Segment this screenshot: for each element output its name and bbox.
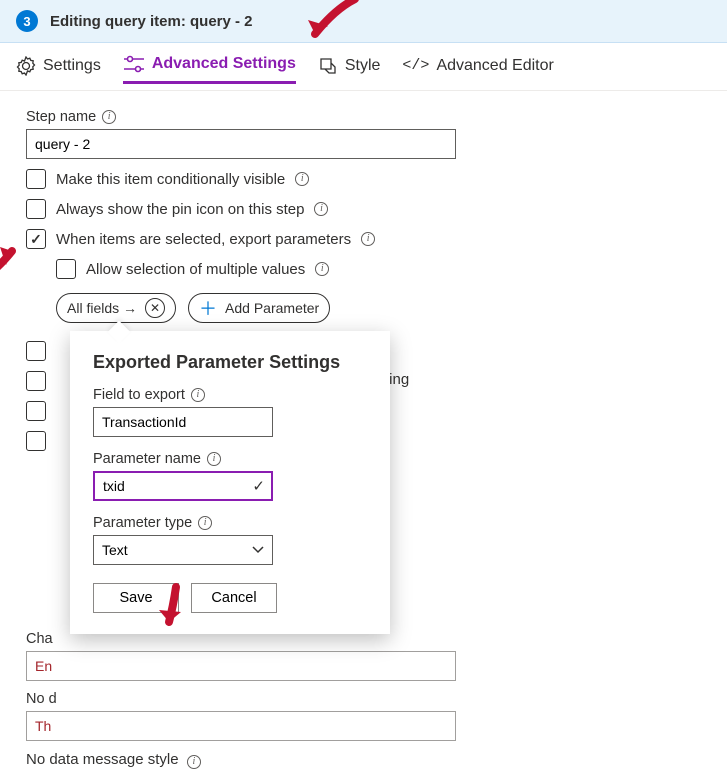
parameter-type-select[interactable] bbox=[93, 535, 273, 565]
info-icon[interactable]: i bbox=[198, 516, 212, 530]
info-icon[interactable]: i bbox=[102, 110, 116, 124]
checkbox-icon[interactable] bbox=[26, 229, 46, 249]
nodata-label-partial: No d bbox=[26, 691, 701, 707]
chip-label: Add Parameter bbox=[225, 300, 319, 316]
gear-icon bbox=[16, 56, 36, 76]
checkbox-pin-icon[interactable]: Always show the pin icon on this step i bbox=[26, 199, 701, 219]
chevron-down-icon[interactable] bbox=[251, 543, 265, 560]
save-button[interactable]: Save bbox=[93, 583, 179, 613]
step-name-label: Step name i bbox=[26, 109, 701, 125]
popup-title: Exported Parameter Settings bbox=[93, 352, 367, 373]
tab-label: Advanced Editor bbox=[436, 57, 553, 75]
chip-label: All fields → bbox=[67, 300, 137, 316]
info-icon[interactable]: i bbox=[191, 388, 205, 402]
info-icon[interactable]: i bbox=[361, 232, 375, 246]
chip-all-fields[interactable]: All fields → ✕ bbox=[56, 293, 176, 323]
annotation-arrow-checkbox bbox=[0, 241, 26, 285]
checkbox-icon[interactable] bbox=[26, 431, 46, 451]
checkbox-label: When items are selected, export paramete… bbox=[56, 231, 351, 248]
info-icon[interactable]: i bbox=[187, 755, 201, 769]
checkbox-multi-values[interactable]: Allow selection of multiple values i bbox=[56, 259, 701, 279]
checkbox-label: Allow selection of multiple values bbox=[86, 261, 305, 278]
chips-row: All fields → ✕ ＋ Add Parameter bbox=[56, 293, 701, 323]
info-icon[interactable]: i bbox=[207, 452, 221, 466]
tab-advanced-editor[interactable]: </> Advanced Editor bbox=[402, 55, 553, 84]
tab-label: Style bbox=[345, 57, 381, 75]
info-icon[interactable]: i bbox=[315, 262, 329, 276]
checkbox-icon[interactable] bbox=[26, 199, 46, 219]
info-icon[interactable]: i bbox=[314, 202, 328, 216]
step-name-input[interactable] bbox=[26, 129, 456, 159]
tabs-bar: Settings Advanced Settings Style </> Adv… bbox=[0, 43, 727, 91]
plus-icon: ＋ bbox=[199, 295, 217, 321]
checkbox-icon[interactable] bbox=[56, 259, 76, 279]
checkbox-icon[interactable] bbox=[26, 169, 46, 189]
header-bar: 3 Editing query item: query - 2 bbox=[0, 0, 727, 43]
chip-add-parameter[interactable]: ＋ Add Parameter bbox=[188, 293, 330, 323]
tab-style[interactable]: Style bbox=[318, 55, 381, 84]
tab-label: Settings bbox=[43, 57, 101, 75]
check-icon: ✓ bbox=[252, 477, 265, 495]
checkbox-icon[interactable] bbox=[26, 341, 46, 361]
annotation-arrow-tabs bbox=[300, 0, 360, 44]
parameter-name-input[interactable] bbox=[93, 471, 273, 501]
tab-label: Advanced Settings bbox=[152, 55, 296, 73]
field-to-export-input[interactable] bbox=[93, 407, 273, 437]
tab-settings[interactable]: Settings bbox=[16, 55, 101, 84]
checkbox-label: Make this item conditionally visible bbox=[56, 171, 285, 188]
chart-input-partial[interactable] bbox=[26, 651, 456, 681]
style-icon bbox=[318, 56, 338, 76]
parameter-name-label: Parameter name i bbox=[93, 451, 367, 467]
parameter-type-label: Parameter type i bbox=[93, 515, 367, 531]
checkbox-icon[interactable] bbox=[26, 401, 46, 421]
sliders-icon bbox=[123, 55, 145, 73]
checkbox-export-params[interactable]: When items are selected, export paramete… bbox=[26, 229, 701, 249]
info-icon[interactable]: i bbox=[295, 172, 309, 186]
nodata-input-partial[interactable] bbox=[26, 711, 456, 741]
tab-advanced-settings[interactable]: Advanced Settings bbox=[123, 55, 296, 84]
cancel-button[interactable]: Cancel bbox=[191, 583, 277, 613]
content-area: Step name i Make this item conditionally… bbox=[0, 91, 727, 779]
checkbox-label: Always show the pin icon on this step bbox=[56, 201, 304, 218]
close-icon[interactable]: ✕ bbox=[145, 298, 165, 318]
checkbox-icon[interactable] bbox=[26, 371, 46, 391]
header-title: Editing query item: query - 2 bbox=[50, 13, 253, 30]
nodata-style-label: No data message style i bbox=[26, 751, 701, 769]
step-number-badge: 3 bbox=[16, 10, 38, 32]
exported-parameter-popup: Exported Parameter Settings Field to exp… bbox=[70, 331, 390, 634]
field-to-export-label: Field to export i bbox=[93, 387, 367, 403]
code-icon: </> bbox=[402, 57, 429, 74]
bottom-fields: Cha No d No data message style i bbox=[26, 631, 701, 769]
checkbox-conditionally-visible[interactable]: Make this item conditionally visible i bbox=[26, 169, 701, 189]
